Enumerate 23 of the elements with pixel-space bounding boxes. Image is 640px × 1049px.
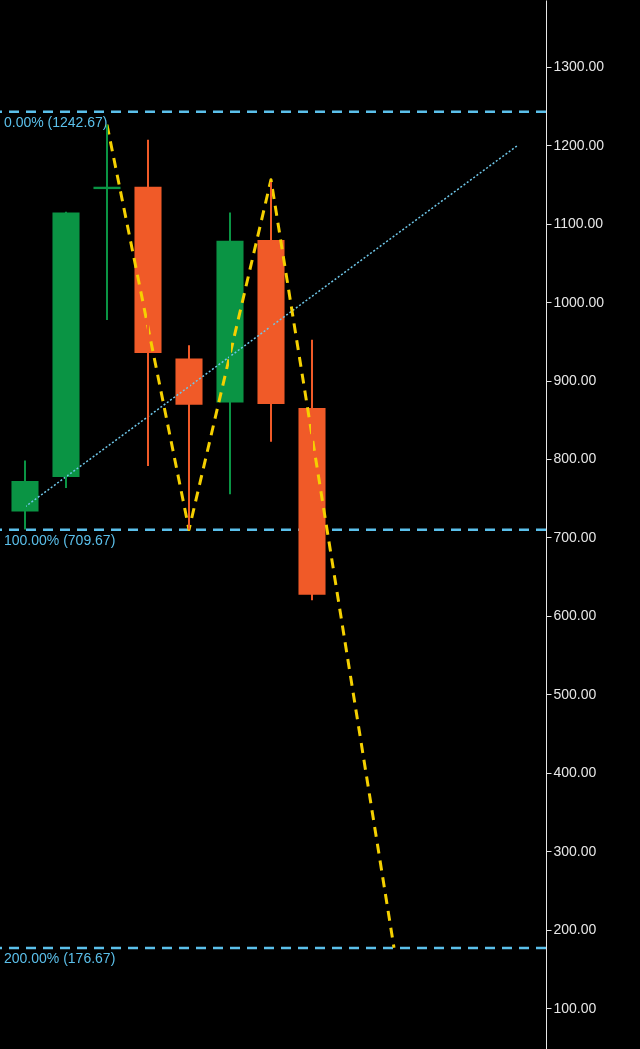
candlestick: [52, 210, 80, 490]
y-tick-label: 600.00: [553, 607, 597, 624]
candlestick: [298, 338, 326, 602]
y-tick-label: 800.00: [553, 450, 597, 467]
y-tick-label: 1300.00: [553, 58, 605, 75]
ref-line-label: 100.00% (709.67): [4, 531, 116, 548]
y-tick-label: 900.00: [553, 372, 597, 389]
y-tick-label: 1100.00: [553, 215, 604, 232]
y-tick-label: 400.00: [553, 764, 597, 781]
candlestick: [175, 344, 203, 531]
ref-line-label: 200.00% (176.67): [4, 950, 116, 967]
y-tick-label: 1000.00: [553, 293, 605, 310]
y-tick-label: 200.00: [553, 921, 597, 938]
y-tick-label: 100.00: [553, 999, 597, 1016]
candlestick: [134, 138, 162, 468]
candlestick: [11, 459, 39, 531]
y-tick-label: 500.00: [553, 685, 597, 702]
y-tick-label: 700.00: [553, 528, 597, 545]
y-tick-label: 300.00: [553, 842, 597, 859]
candlestick: [216, 211, 244, 496]
y-tick-label: 1200.00: [553, 136, 605, 153]
ref-line-label: 0.00% (1242.67): [4, 113, 108, 130]
candlestick: [257, 181, 285, 443]
